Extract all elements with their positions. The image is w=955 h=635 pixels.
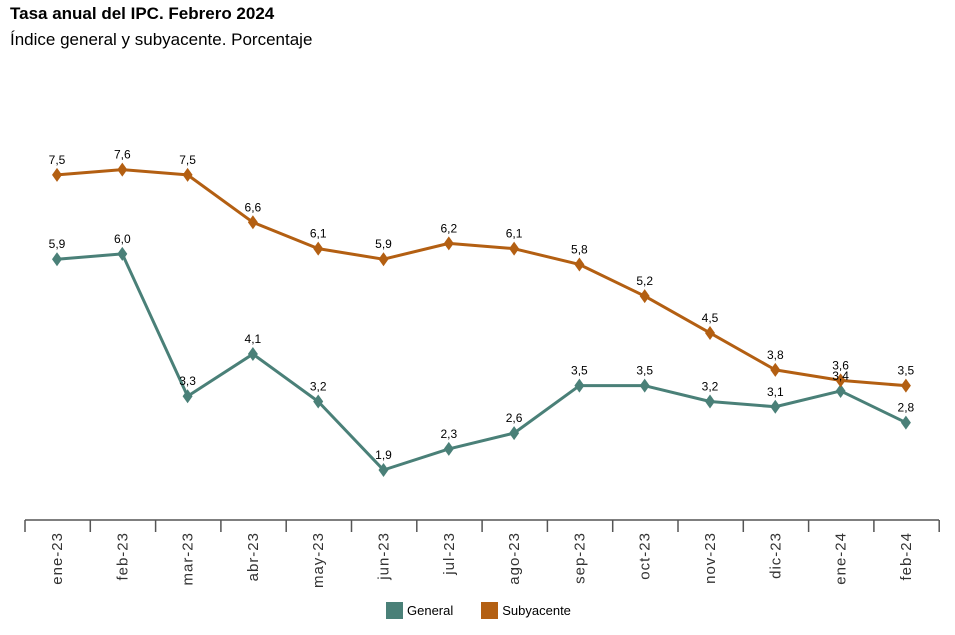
data-label-subyacente: 6,1	[310, 227, 327, 241]
legend-item-general: General	[386, 602, 453, 619]
data-point-subyacente	[770, 362, 781, 377]
x-tick-label: abr-23	[245, 532, 262, 581]
data-label-general: 3,2	[702, 379, 719, 393]
data-label-general: 3,1	[767, 385, 784, 399]
data-point-general	[313, 394, 324, 409]
legend-item-subyacente: Subyacente	[481, 602, 571, 619]
x-tick-label: oct-23	[637, 532, 654, 580]
data-label-subyacente: 6,1	[506, 227, 523, 241]
series-line-subyacente	[56, 168, 907, 388]
series-line-general	[56, 252, 907, 472]
x-tick-label: ene-24	[833, 532, 850, 585]
data-label-general: 4,1	[245, 332, 262, 346]
data-point-general	[182, 389, 193, 404]
data-label-subyacente: 5,8	[571, 242, 588, 256]
legend: General Subyacente	[386, 602, 599, 619]
data-label-general: 2,8	[898, 401, 915, 415]
data-label-subyacente: 5,9	[375, 237, 392, 251]
data-point-subyacente	[705, 325, 715, 340]
data-label-general: 3,5	[636, 364, 653, 378]
data-point-general	[378, 463, 389, 477]
data-point-subyacente	[313, 241, 324, 256]
data-label-general: 5,9	[49, 237, 66, 251]
data-label-subyacente: 7,6	[114, 148, 131, 162]
data-point-subyacente	[639, 289, 650, 304]
data-point-subyacente	[247, 215, 258, 230]
data-label-subyacente: 6,2	[440, 221, 457, 235]
data-label-general: 3,4	[832, 369, 849, 383]
data-label-subyacente: 3,5	[898, 364, 915, 378]
x-tick-label: jul-23	[441, 532, 458, 576]
x-tick-label: ago-23	[506, 532, 523, 585]
data-label-subyacente: 3,6	[832, 358, 849, 372]
x-tick-label: ene-23	[49, 532, 66, 585]
data-label-general: 6,0	[114, 232, 131, 246]
x-tick-label: dic-23	[767, 532, 784, 579]
data-point-subyacente	[378, 252, 389, 267]
data-label-general: 2,3	[440, 427, 457, 441]
data-point-general	[52, 252, 62, 267]
x-tick-label: feb-24	[898, 532, 915, 581]
data-label-subyacente: 7,5	[49, 153, 66, 167]
data-label-subyacente: 5,2	[636, 274, 653, 288]
data-label-general: 3,5	[571, 364, 588, 378]
data-point-general	[770, 399, 781, 414]
data-point-general	[705, 394, 715, 409]
x-tick-label: jun-23	[376, 532, 393, 581]
x-tick-label: may-23	[310, 532, 327, 588]
line-chart: ene-23 feb-23 mar-23 abr-23 may-23 jun-23 jul-…	[24, 148, 940, 588]
data-point-subyacente	[52, 167, 62, 182]
data-point-subyacente	[509, 241, 520, 256]
data-point-general	[117, 246, 128, 261]
chart-subtitle: Índice general y subyacente. Porcentaje	[10, 30, 313, 49]
data-label-subyacente: 4,5	[702, 311, 719, 325]
x-tick-label: nov-23	[702, 532, 719, 584]
data-point-general	[509, 426, 520, 441]
data-point-subyacente	[574, 257, 585, 272]
data-point-general	[639, 378, 650, 393]
x-tick-label: sep-23	[571, 532, 588, 584]
data-point-general	[574, 378, 585, 393]
data-label-subyacente: 6,6	[245, 200, 262, 214]
data-point-subyacente	[182, 167, 193, 182]
data-label-general: 1,9	[375, 448, 392, 462]
x-tick-label: feb-23	[114, 532, 131, 581]
data-point-general	[835, 383, 846, 398]
data-point-subyacente	[443, 236, 454, 251]
data-point-general	[247, 347, 258, 362]
data-label-general: 3,3	[179, 374, 196, 388]
legend-label-subyacente: Subyacente	[502, 603, 571, 618]
data-point-subyacente	[117, 162, 128, 177]
data-point-subyacente	[835, 373, 846, 388]
x-tick-label: mar-23	[180, 532, 197, 586]
data-label-subyacente: 7,5	[179, 153, 196, 167]
data-label-subyacente: 3,8	[767, 348, 784, 362]
data-point-general	[443, 441, 454, 456]
legend-label-general: General	[407, 603, 454, 618]
legend-swatch-general	[386, 602, 403, 619]
data-label-general: 2,6	[506, 411, 523, 425]
chart-title: Tasa anual del IPC. Febrero 2024	[10, 4, 275, 23]
data-label-general: 3,2	[310, 379, 327, 393]
data-point-general	[900, 415, 911, 430]
data-point-subyacente	[900, 378, 911, 393]
legend-swatch-subyacente	[481, 602, 499, 619]
